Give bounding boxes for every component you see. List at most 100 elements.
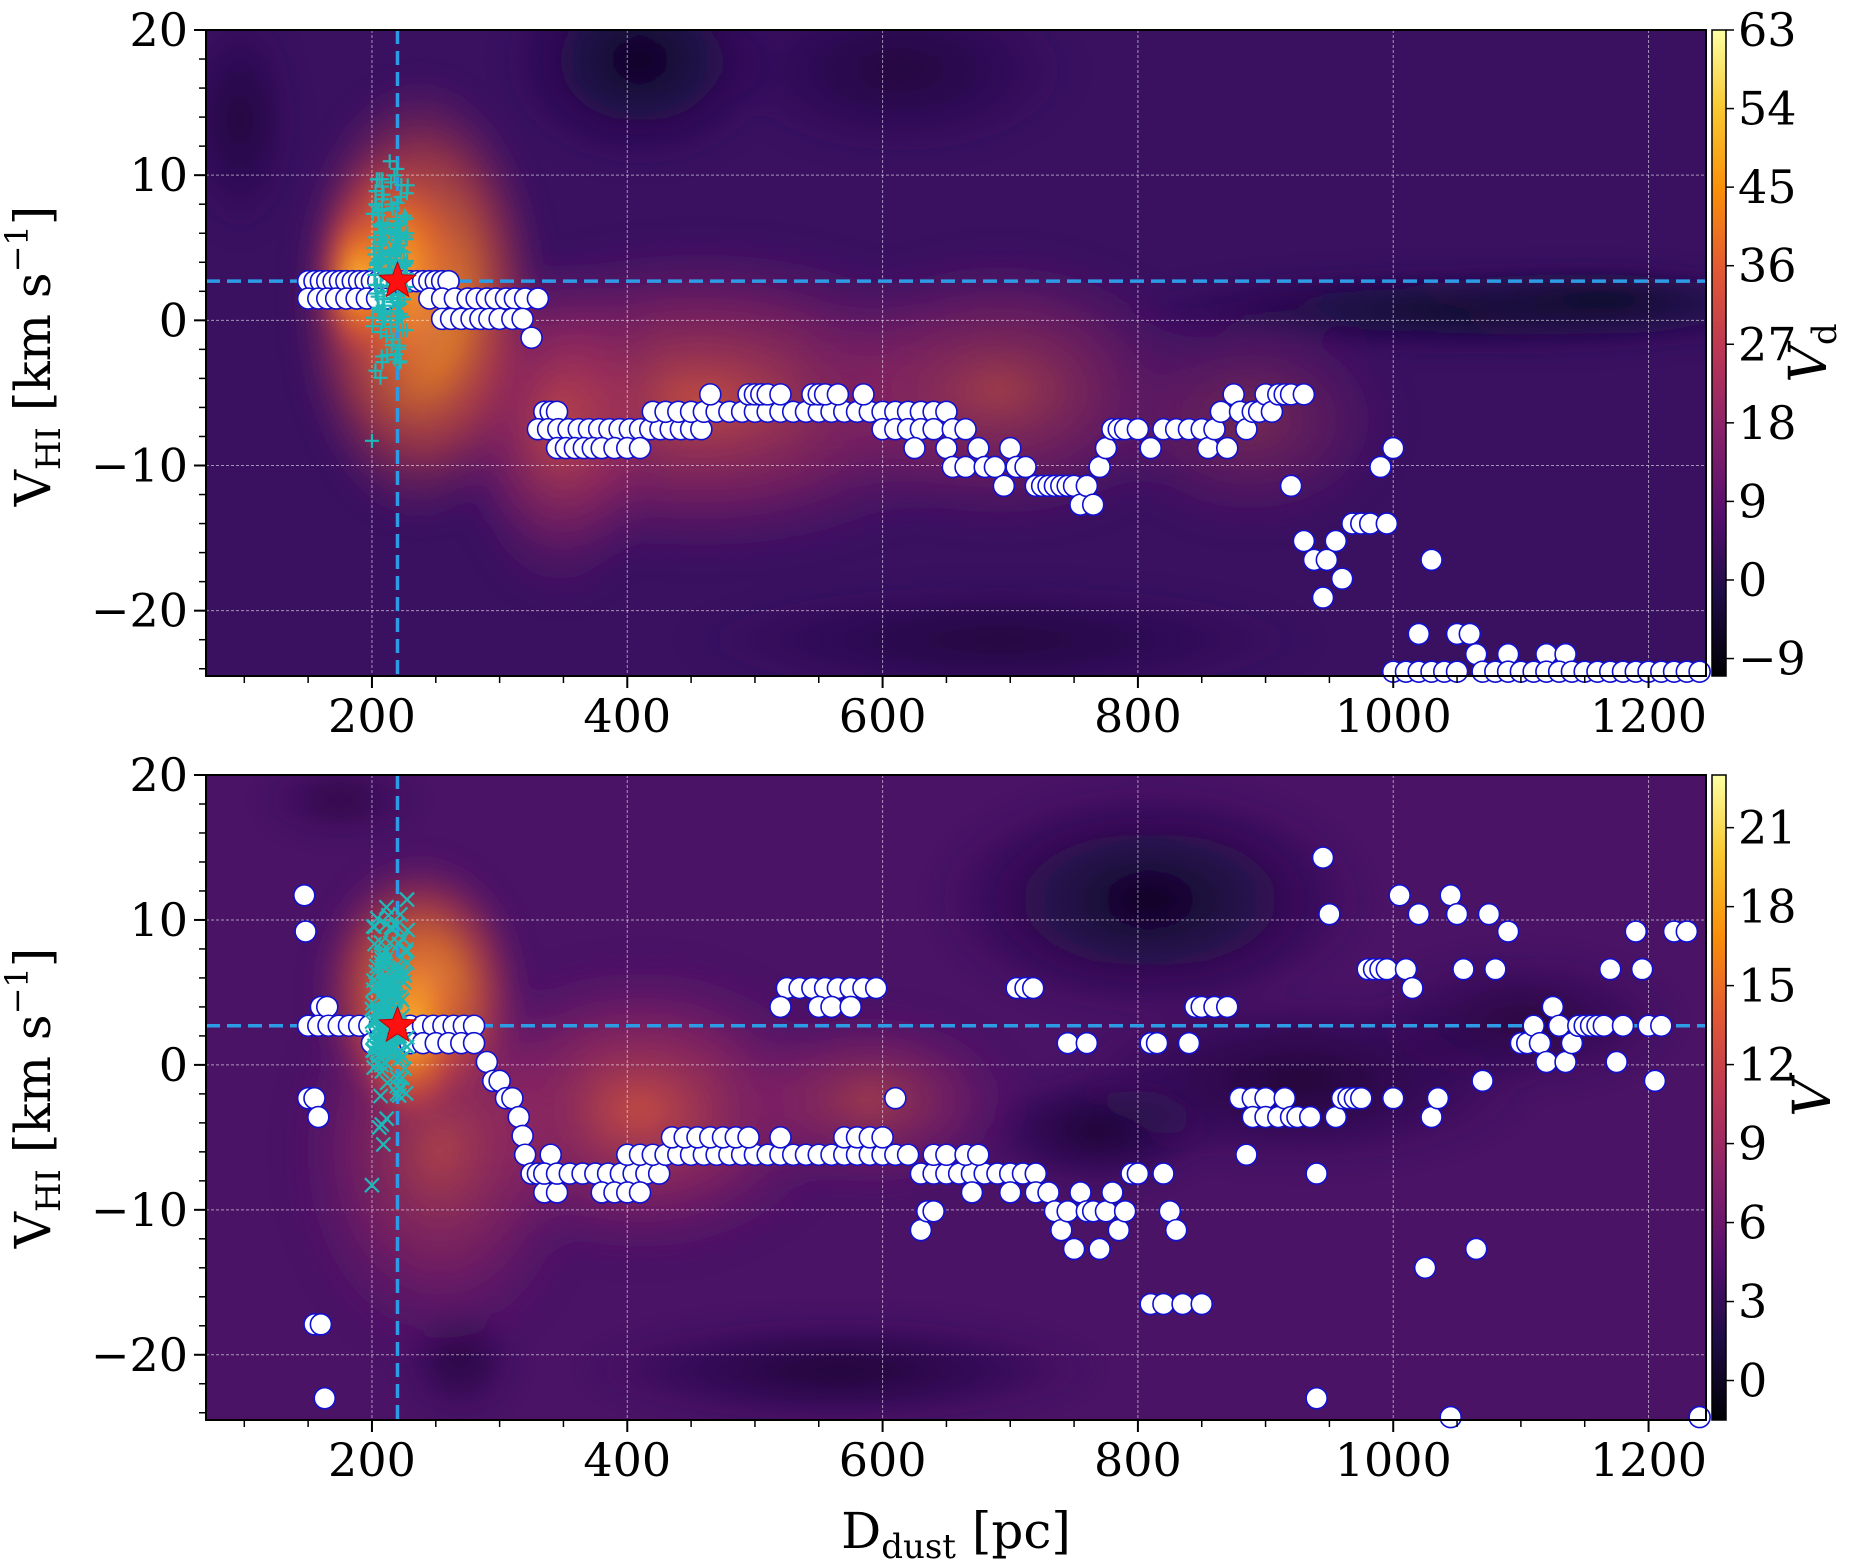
- data-point: [1069, 1181, 1092, 1204]
- data-point: [967, 1143, 990, 1167]
- cluster-x-marker: [388, 917, 404, 934]
- cluster-outlier-marker: [364, 433, 379, 448]
- cluster-plus-marker: [393, 189, 408, 204]
- data-point: [1101, 1181, 1124, 1204]
- data-point: [998, 1181, 1022, 1204]
- cluster-plus-marker: [393, 354, 408, 369]
- cluster-outlier-marker: [364, 1177, 380, 1193]
- cluster-x-marker: [391, 959, 408, 975]
- data-point: [1298, 1105, 1322, 1129]
- data-point: [511, 307, 534, 331]
- cluster-x-marker: [373, 1057, 390, 1073]
- x-tick-label: 1200: [1590, 689, 1707, 743]
- colorbar-tick-label: 45: [1738, 160, 1797, 214]
- cluster-plus-marker: [372, 261, 387, 276]
- data-point: [1426, 1086, 1450, 1110]
- x-tick-label: 200: [328, 1433, 416, 1487]
- cluster-plus-marker: [396, 245, 411, 260]
- cluster-plus-marker: [374, 252, 389, 267]
- data-point: [983, 455, 1007, 479]
- data-point: [922, 1199, 945, 1223]
- cluster-x-marker: [382, 1041, 398, 1057]
- data-point: [884, 1086, 907, 1110]
- y-tick-label: 20: [129, 3, 188, 57]
- cluster-x-marker: [382, 1034, 398, 1050]
- y-tick-label: −20: [91, 1328, 188, 1382]
- data-point: [871, 1126, 894, 1149]
- colorbar-tick-label: 18: [1738, 880, 1797, 934]
- cluster-x-marker: [378, 1110, 395, 1127]
- data-point: [1145, 1031, 1169, 1055]
- cluster-plus-marker: [390, 161, 405, 176]
- data-point: [909, 1218, 933, 1242]
- data-point: [1292, 383, 1316, 406]
- cluster-plus-marker: [392, 341, 407, 356]
- data-point: [1439, 884, 1462, 907]
- cluster-plus-marker: [388, 234, 403, 249]
- cluster-x-marker: [366, 936, 383, 952]
- x-tick-label: 600: [839, 689, 927, 743]
- top-red-star-marker: [378, 260, 417, 298]
- cluster-plus-marker: [365, 319, 380, 334]
- data-point: [1350, 1086, 1373, 1110]
- data-point: [520, 326, 543, 350]
- bottom-panel: 200 400 600 800 1000 1200 −20 −10 0 10 20 VHI [km …: [0, 748, 1843, 1566]
- data-point: [1375, 957, 1399, 981]
- colorbar-tick-label: 3: [1738, 1275, 1767, 1329]
- data-point: [826, 383, 850, 406]
- cluster-x-marker: [368, 1035, 385, 1051]
- data-point: [1592, 1014, 1616, 1038]
- cluster-plus-marker: [384, 319, 399, 334]
- x-tick-label: 800: [1094, 689, 1182, 743]
- cluster-plus-marker: [378, 232, 393, 247]
- data-point: [998, 436, 1022, 460]
- data-point: [864, 976, 888, 1000]
- data-point: [1164, 1218, 1188, 1242]
- data-point: [896, 1143, 920, 1167]
- cluster-outlier-marker: [384, 175, 399, 190]
- bottom-colorbar: [1711, 774, 1727, 1421]
- cluster-plus-marker: [382, 304, 397, 319]
- data-point: [1021, 976, 1045, 1000]
- red-star-marker: [378, 1005, 417, 1043]
- cluster-x-marker: [364, 995, 381, 1011]
- data-point: [935, 436, 958, 460]
- data-point: [954, 417, 977, 441]
- cluster-x-marker: [374, 1063, 390, 1080]
- colorbar-tick-label: 18: [1738, 396, 1797, 450]
- x-tick-label: 600: [839, 1433, 927, 1487]
- data-point: [1235, 1143, 1258, 1167]
- colorbar-tick-label: −9: [1738, 632, 1806, 686]
- cluster-x-marker: [375, 1136, 392, 1153]
- data-point: [1305, 1162, 1328, 1185]
- data-point: [1630, 957, 1654, 981]
- data-point: [1407, 622, 1431, 646]
- data-point: [1675, 920, 1699, 943]
- data-point: [1279, 474, 1303, 498]
- data-point: [820, 995, 843, 1019]
- data-point: [513, 1143, 537, 1167]
- cluster-plus-marker: [387, 243, 402, 258]
- cluster-plus-marker: [395, 309, 410, 324]
- bottom-points: [292, 846, 1711, 1429]
- data-point: [1388, 884, 1411, 907]
- cluster-x-marker: [384, 979, 401, 995]
- cluster-x-marker: [369, 910, 386, 927]
- cluster-plus-marker: [370, 302, 385, 317]
- bottom-ticks: 200 400 600 800 1000 1200 −20 −10 0 10 20: [91, 748, 1707, 1487]
- data-point: [1056, 1199, 1080, 1223]
- data-point: [922, 417, 945, 441]
- y-tick-label: 0: [159, 293, 188, 347]
- data-point: [307, 1105, 330, 1129]
- x-tick-label: 200: [328, 689, 416, 743]
- data-point: [1496, 920, 1520, 943]
- data-point: [903, 436, 926, 460]
- y-tick-label: 10: [129, 148, 188, 202]
- colorbar-tick-label: 27: [1738, 317, 1797, 371]
- data-point: [1190, 1292, 1214, 1316]
- data-point: [526, 287, 550, 310]
- data-point: [1420, 548, 1443, 572]
- data-point: [1477, 902, 1501, 926]
- bottom-heatmap: [206, 775, 1706, 1420]
- data-point: [1088, 455, 1111, 479]
